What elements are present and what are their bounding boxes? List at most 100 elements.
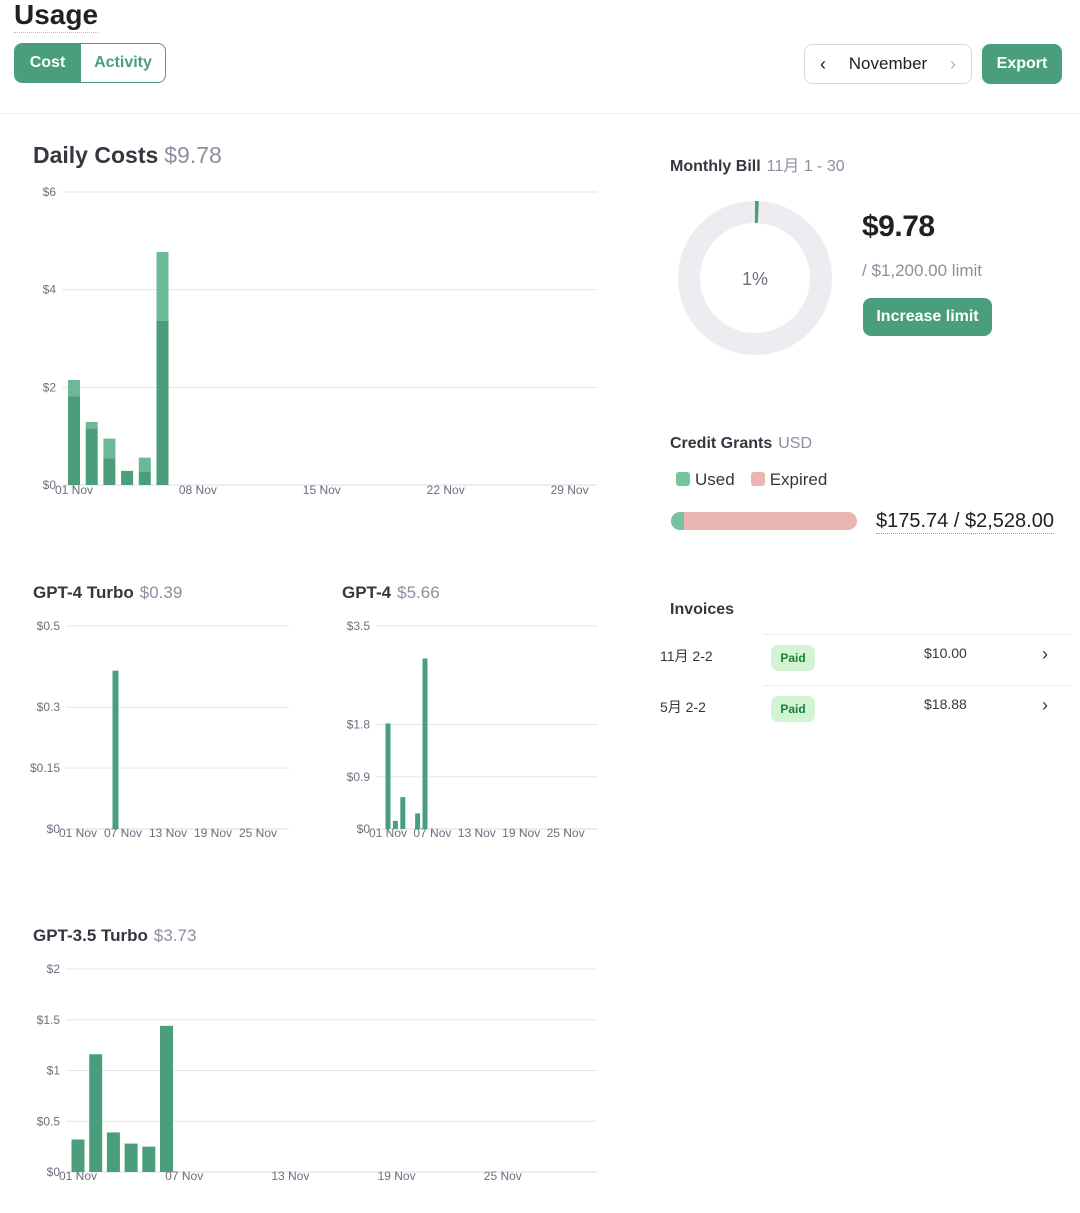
- export-button[interactable]: Export: [982, 44, 1062, 84]
- invoice-date: 11月 2-2: [660, 648, 713, 664]
- x-tick-label: 25 Nov: [547, 826, 585, 840]
- x-tick-label: 01 Nov: [369, 826, 407, 840]
- x-tick-label: 19 Nov: [378, 1169, 416, 1183]
- x-tick-label: 29 Nov: [551, 483, 589, 497]
- daily-costs-label: Daily Costs: [33, 142, 159, 168]
- gpt4-total: $5.66: [397, 583, 440, 602]
- status-badge: Paid: [771, 645, 815, 671]
- gpt35-turbo-total: $3.73: [153, 926, 197, 945]
- x-tick-label: 15 Nov: [303, 483, 341, 497]
- y-tick-label: $4: [43, 283, 57, 297]
- gpt35-turbo-chart: $0 $0.5 $1 $1.5 $2 01 Nov 07 Nov 13 Nov 19 Nov 25…: [37, 962, 597, 1183]
- x-tick-label: 01 Nov: [59, 826, 97, 840]
- gpt35-turbo-label: GPT-3.5 Turbo: [33, 926, 148, 945]
- x-tick-label: 22 Nov: [427, 483, 465, 497]
- invoice-row[interactable]: 5月 2-2 Paid $18.88 ›: [660, 685, 1072, 736]
- bar-segment[interactable]: [138, 471, 151, 485]
- bar-segment[interactable]: [103, 458, 116, 485]
- donut-percent: 1%: [742, 269, 768, 289]
- x-tick-label: 01 Nov: [59, 1169, 97, 1183]
- gpt4-turbo-title: GPT-4 Turbo $0.39: [33, 583, 182, 603]
- row-divider: [763, 685, 1072, 686]
- credit-grants-label: Credit Grants: [670, 435, 773, 452]
- bar[interactable]: [124, 1143, 138, 1172]
- bar-segment[interactable]: [103, 438, 116, 459]
- y-tick-label: $2: [43, 380, 57, 394]
- credit-grants-bar: [671, 512, 857, 530]
- y-tick-label: $0: [43, 478, 57, 492]
- bar[interactable]: [142, 1146, 156, 1172]
- bar-segment[interactable]: [85, 428, 98, 485]
- credit-grants-legend: Used Expired: [676, 470, 827, 490]
- legend-expired-label: Expired: [769, 470, 828, 489]
- y-tick-label: $0: [47, 1165, 61, 1179]
- y-tick-label: $1.8: [347, 718, 371, 732]
- y-tick-label: $0.15: [30, 761, 60, 775]
- y-tick-label: $6: [43, 185, 57, 199]
- bar[interactable]: [89, 1054, 103, 1172]
- used-swatch-icon: [676, 472, 690, 486]
- monthly-bill-title: Monthly Bill 11月 1 - 30: [670, 152, 845, 176]
- bar[interactable]: [422, 658, 428, 829]
- invoice-amount: $10.00: [924, 645, 967, 661]
- tab-activity[interactable]: Activity: [80, 44, 165, 82]
- bar[interactable]: [400, 797, 406, 829]
- monthly-bill-limit: / $1,200.00 limit: [862, 261, 983, 280]
- bar[interactable]: [106, 1132, 120, 1172]
- gpt4-title: GPT-4 $5.66: [342, 583, 440, 603]
- gpt4-turbo-total: $0.39: [139, 583, 183, 602]
- bar[interactable]: [112, 670, 119, 829]
- gpt35-turbo-title: GPT-3.5 Turbo $3.73: [33, 926, 196, 946]
- daily-costs-chart: $0 $2 $4 $6 01 Nov 08 Nov 15 Nov 22 Nov 29 Nov: [43, 185, 597, 497]
- gpt4-label: GPT-4: [342, 583, 392, 602]
- page-title: Usage: [14, 0, 99, 33]
- bar-segment[interactable]: [85, 422, 98, 429]
- y-tick-label: $3.5: [347, 619, 371, 633]
- bar-segment[interactable]: [68, 396, 80, 485]
- bar-segment[interactable]: [138, 457, 151, 472]
- increase-limit-button[interactable]: Increase limit: [863, 298, 992, 336]
- bar[interactable]: [415, 813, 421, 829]
- x-tick-label: 19 Nov: [194, 826, 232, 840]
- x-tick-label: 01 Nov: [55, 483, 93, 497]
- chevron-right-icon[interactable]: ›: [1042, 695, 1048, 715]
- bar-segment[interactable]: [156, 252, 169, 321]
- chevron-left-icon[interactable]: ‹: [820, 53, 826, 74]
- y-tick-label: $0.3: [37, 700, 61, 714]
- credit-grants-used-fill: [671, 512, 685, 530]
- y-tick-label: $0: [357, 822, 371, 836]
- tab-cost[interactable]: Cost: [15, 44, 80, 82]
- credit-grants-summary[interactable]: $175.74 / $2,528.00: [876, 510, 1054, 534]
- bar-segment[interactable]: [156, 320, 169, 485]
- x-tick-label: 25 Nov: [239, 826, 277, 840]
- bar[interactable]: [392, 820, 398, 829]
- daily-costs-title: Daily Costs $9.78: [33, 142, 222, 169]
- y-tick-label: $1.5: [37, 1013, 61, 1027]
- monthly-bill-amount: $9.78: [862, 210, 935, 243]
- row-divider: [763, 634, 1072, 635]
- y-tick-label: $0.5: [37, 1114, 61, 1128]
- bar-segment[interactable]: [68, 380, 80, 397]
- invoice-date: 5月 2-2: [660, 699, 706, 715]
- bar[interactable]: [160, 1025, 173, 1172]
- chevron-right-icon[interactable]: ›: [950, 53, 956, 74]
- gpt4-turbo-chart: $0 $0.15 $0.3 $0.5 01 Nov 07 Nov 13 Nov 19 Nov 2…: [30, 619, 289, 840]
- y-tick-label: $0: [47, 822, 61, 836]
- invoice-row[interactable]: 11月 2-2 Paid $10.00 ›: [660, 634, 1072, 685]
- gpt4-chart: $0 $0.9 $1.8 $3.5 01 Nov 07 Nov 13 Nov 19 Nov 25…: [347, 619, 598, 840]
- status-badge: Paid: [771, 696, 815, 722]
- credit-grants-title: Credit Grants USD: [670, 435, 812, 453]
- monthly-bill-donut: 1%: [678, 201, 832, 355]
- legend-expired: Expired: [750, 470, 828, 490]
- chevron-right-icon[interactable]: ›: [1042, 644, 1048, 664]
- bar[interactable]: [385, 723, 391, 829]
- x-tick-label: 13 Nov: [149, 826, 187, 840]
- y-tick-label: $1: [47, 1064, 61, 1078]
- x-tick-label: 07 Nov: [165, 1169, 203, 1183]
- header-divider: [0, 113, 1080, 114]
- invoices-title: Invoices: [670, 601, 735, 618]
- view-toggle: Cost Activity: [14, 43, 166, 83]
- bar-segment[interactable]: [121, 470, 134, 485]
- bar[interactable]: [71, 1139, 85, 1172]
- x-tick-label: 07 Nov: [104, 826, 142, 840]
